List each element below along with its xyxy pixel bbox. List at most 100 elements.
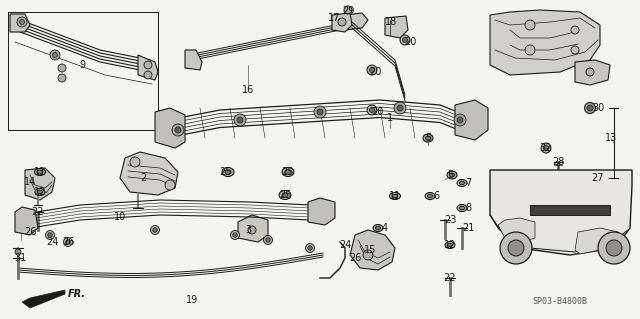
Circle shape	[233, 233, 237, 237]
Ellipse shape	[285, 170, 291, 174]
Circle shape	[584, 102, 595, 114]
Ellipse shape	[35, 168, 45, 175]
Circle shape	[248, 226, 256, 234]
Polygon shape	[498, 218, 535, 242]
Circle shape	[369, 68, 374, 72]
Polygon shape	[530, 205, 610, 215]
Polygon shape	[455, 100, 488, 140]
Text: 32: 32	[540, 143, 552, 153]
Circle shape	[571, 46, 579, 54]
Text: 3: 3	[245, 225, 251, 235]
Text: 31: 31	[14, 253, 26, 263]
Text: 21: 21	[462, 223, 474, 233]
Circle shape	[305, 243, 314, 253]
Text: 22: 22	[444, 273, 456, 283]
Text: 11: 11	[389, 191, 401, 201]
Text: 30: 30	[592, 103, 604, 113]
Ellipse shape	[423, 134, 433, 142]
Ellipse shape	[282, 193, 288, 197]
Circle shape	[144, 61, 152, 69]
Text: 22: 22	[32, 207, 44, 217]
Circle shape	[571, 26, 579, 34]
Circle shape	[58, 74, 66, 82]
Text: 23: 23	[444, 215, 456, 225]
Polygon shape	[575, 60, 610, 85]
Ellipse shape	[279, 190, 291, 199]
Text: 24: 24	[339, 240, 351, 250]
Polygon shape	[575, 228, 622, 254]
Text: 5: 5	[447, 170, 453, 180]
Text: SP03-B4800B: SP03-B4800B	[532, 297, 588, 306]
Circle shape	[58, 64, 66, 72]
Circle shape	[543, 145, 548, 151]
Ellipse shape	[376, 226, 381, 230]
Circle shape	[153, 228, 157, 232]
Polygon shape	[490, 170, 632, 255]
Text: 12: 12	[444, 240, 456, 250]
Text: 17: 17	[328, 13, 340, 23]
Text: 5: 5	[425, 133, 431, 143]
Circle shape	[541, 143, 551, 153]
Ellipse shape	[222, 167, 234, 176]
Circle shape	[338, 18, 346, 26]
Text: 26: 26	[24, 227, 36, 237]
Ellipse shape	[35, 189, 45, 196]
Text: 7: 7	[465, 178, 471, 188]
Circle shape	[266, 238, 270, 242]
Text: 20: 20	[404, 37, 416, 47]
Circle shape	[397, 105, 403, 111]
Text: 12: 12	[34, 187, 46, 197]
Circle shape	[457, 117, 463, 123]
Circle shape	[15, 249, 21, 255]
Polygon shape	[22, 290, 65, 308]
Text: 20: 20	[371, 107, 383, 117]
Circle shape	[172, 124, 184, 136]
Text: 27: 27	[592, 173, 604, 183]
Circle shape	[63, 238, 72, 247]
Text: 4: 4	[382, 223, 388, 233]
Circle shape	[586, 68, 594, 76]
Ellipse shape	[373, 225, 383, 232]
Ellipse shape	[425, 192, 435, 199]
Polygon shape	[490, 10, 600, 75]
Polygon shape	[308, 198, 335, 225]
Ellipse shape	[460, 206, 465, 210]
Text: 29: 29	[342, 6, 354, 16]
Ellipse shape	[37, 170, 43, 174]
Ellipse shape	[390, 192, 401, 199]
Text: 8: 8	[465, 203, 471, 213]
Polygon shape	[332, 13, 352, 32]
Ellipse shape	[38, 190, 42, 194]
Polygon shape	[120, 152, 178, 195]
Polygon shape	[15, 207, 38, 235]
Text: 19: 19	[186, 295, 198, 305]
Text: 11: 11	[34, 167, 46, 177]
Circle shape	[45, 231, 54, 240]
Ellipse shape	[460, 181, 465, 185]
Circle shape	[234, 114, 246, 126]
Circle shape	[237, 117, 243, 123]
Circle shape	[264, 235, 273, 244]
Circle shape	[308, 246, 312, 250]
Circle shape	[525, 45, 535, 55]
Circle shape	[454, 114, 466, 126]
Text: 2: 2	[140, 173, 146, 183]
Circle shape	[314, 106, 326, 118]
Ellipse shape	[445, 241, 455, 249]
Ellipse shape	[449, 173, 454, 177]
Circle shape	[230, 231, 239, 240]
Text: 18: 18	[385, 17, 397, 27]
Text: 6: 6	[433, 191, 439, 201]
Circle shape	[525, 20, 535, 30]
Circle shape	[50, 50, 60, 60]
Circle shape	[508, 240, 524, 256]
Circle shape	[52, 53, 58, 57]
Text: 9: 9	[79, 60, 85, 70]
Text: 28: 28	[552, 157, 564, 167]
Circle shape	[165, 180, 175, 190]
Circle shape	[598, 232, 630, 264]
Polygon shape	[350, 230, 395, 270]
Polygon shape	[238, 215, 268, 242]
Text: 26: 26	[62, 237, 74, 247]
Circle shape	[130, 157, 140, 167]
